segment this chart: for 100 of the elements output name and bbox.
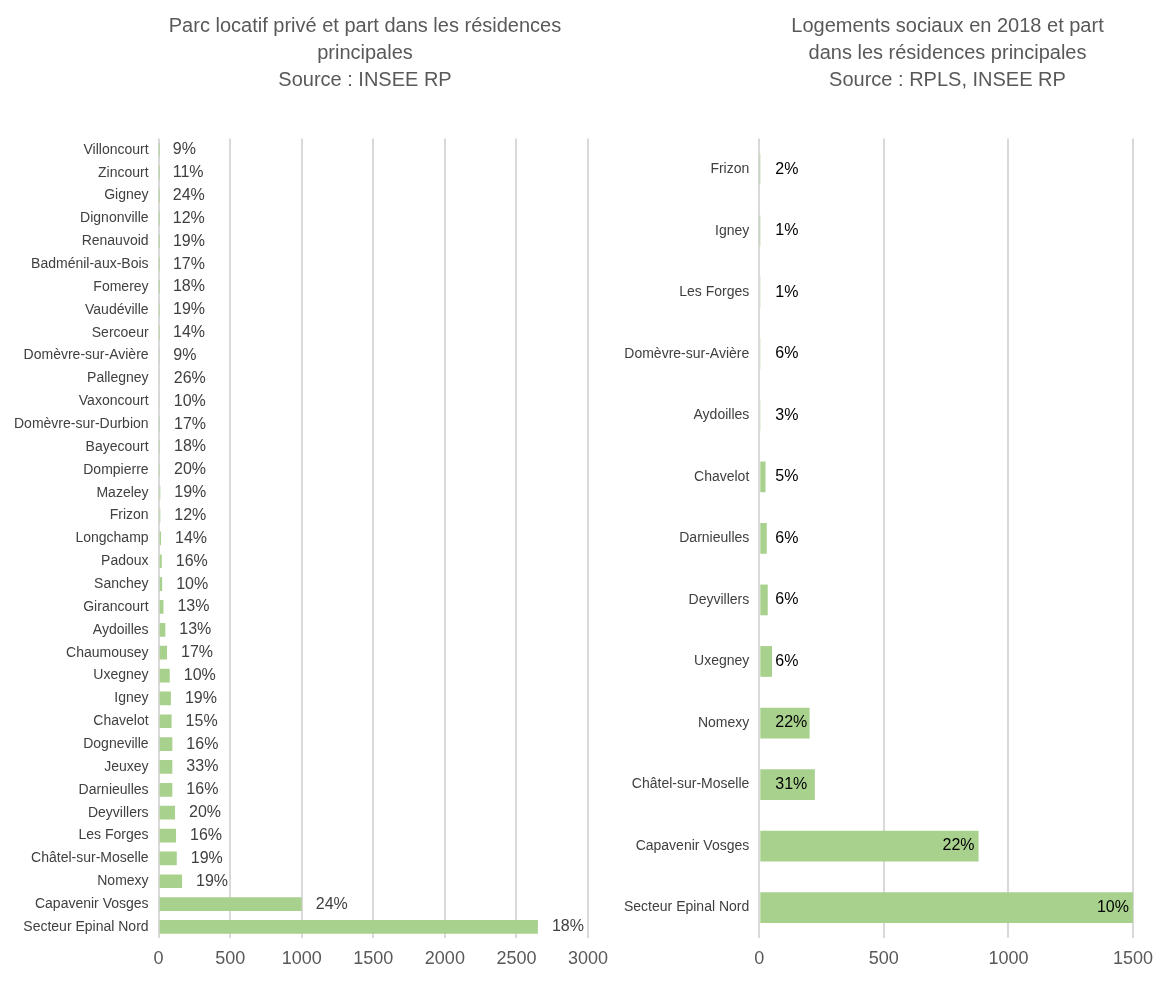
y-tick-label: Sanchey bbox=[94, 574, 149, 591]
y-tick-label: Jeuxey bbox=[104, 757, 149, 774]
annotation: 6% bbox=[775, 344, 799, 362]
annotation: 24% bbox=[315, 894, 348, 912]
annotation: 12% bbox=[172, 208, 205, 226]
y-tick-label: Secteur Epinal Nord bbox=[23, 917, 149, 934]
bar bbox=[159, 851, 177, 866]
bar bbox=[159, 737, 173, 751]
y-tick-label: Châtel-sur-Moselle bbox=[31, 849, 149, 866]
y-tick-label: Frizon bbox=[710, 160, 750, 177]
y-tick-label: Capavenir Vosges bbox=[34, 894, 149, 911]
y-tick-label: Aydoilles bbox=[92, 620, 149, 637]
bar bbox=[760, 830, 979, 862]
annotation: 19% bbox=[190, 848, 223, 866]
y-tick-label: Girancourt bbox=[83, 597, 149, 614]
x-tick-label: 1500 bbox=[353, 948, 394, 969]
annotation: 15% bbox=[185, 711, 218, 729]
y-tick-label: Zincourt bbox=[98, 163, 149, 180]
bar bbox=[760, 646, 772, 677]
annotation: 22% bbox=[775, 713, 808, 731]
bar bbox=[760, 523, 767, 554]
annotation: 17% bbox=[181, 643, 214, 661]
y-tick-label: Darnieulles bbox=[679, 529, 750, 546]
y-tick-label: Mazeley bbox=[96, 483, 149, 500]
y-tick-label: Igney bbox=[114, 689, 149, 706]
bar bbox=[159, 714, 172, 729]
annotation: 2% bbox=[775, 159, 799, 177]
annotation: 6% bbox=[775, 528, 799, 546]
x-tick-label: 500 bbox=[868, 948, 899, 969]
annotation: 12% bbox=[174, 505, 207, 523]
bar bbox=[159, 760, 173, 774]
y-tick-label: Dogneville bbox=[83, 734, 149, 751]
bar bbox=[159, 920, 538, 934]
y-tick-label: Longchamp bbox=[75, 529, 149, 546]
annotation: 16% bbox=[186, 734, 219, 752]
bar bbox=[159, 782, 173, 797]
y-tick-label: Pallegney bbox=[87, 369, 149, 386]
annotation: 26% bbox=[173, 368, 206, 386]
bar bbox=[159, 897, 302, 911]
annotation: 19% bbox=[174, 483, 207, 501]
annotation: 13% bbox=[177, 597, 210, 615]
bar bbox=[159, 691, 171, 706]
annotation: 1% bbox=[775, 282, 799, 300]
bar bbox=[760, 892, 1133, 924]
annotation: 14% bbox=[175, 528, 208, 546]
annotation: 18% bbox=[172, 277, 205, 295]
x-tick-label: 3000 bbox=[567, 948, 609, 969]
annotation: 19% bbox=[173, 300, 206, 318]
y-tick-label: Chavelot bbox=[694, 467, 750, 484]
y-tick-label: Padoux bbox=[101, 552, 149, 569]
chart-title: Parc locatif privé et part dans les résidences principales bbox=[167, 13, 563, 65]
y-tick-label: Villoncourt bbox=[83, 140, 149, 157]
annotation: 10% bbox=[176, 574, 209, 592]
annotation: 6% bbox=[775, 590, 799, 608]
annotation: 16% bbox=[186, 780, 219, 798]
y-tick-label: Domèvre-sur-Avière bbox=[23, 346, 149, 363]
source-note: Source : RPLS, INSEE RP bbox=[828, 67, 1067, 92]
annotation: 10% bbox=[1096, 898, 1129, 916]
y-tick-label: Fomerey bbox=[93, 277, 149, 294]
source-note: Source : INSEE RP bbox=[277, 67, 453, 92]
annotation: 22% bbox=[942, 836, 975, 854]
annotation: 19% bbox=[172, 231, 205, 249]
annotation: 33% bbox=[186, 757, 219, 775]
y-tick-label: Uxegney bbox=[694, 652, 750, 669]
annotation: 11% bbox=[172, 163, 204, 181]
annotation: 10% bbox=[183, 665, 216, 683]
bar bbox=[159, 645, 168, 660]
y-tick-label: Deyvillers bbox=[87, 803, 149, 820]
y-tick-label: Chavelot bbox=[93, 712, 149, 729]
annotation: 9% bbox=[173, 345, 197, 363]
annotation: 19% bbox=[196, 871, 229, 889]
y-tick-label: Les Forges bbox=[78, 826, 149, 843]
bar bbox=[159, 668, 170, 683]
y-tick-label: Dignonville bbox=[80, 209, 149, 226]
y-tick-label: Nomexy bbox=[697, 713, 750, 730]
chart-title: Logements sociaux en 2018 et part dans les résidences principales bbox=[790, 13, 1105, 65]
y-tick-label: Châtel-sur-Moselle bbox=[631, 775, 750, 792]
bar bbox=[159, 805, 176, 820]
bar bbox=[159, 828, 177, 843]
y-tick-label: Badménil-aux-Bois bbox=[31, 254, 149, 271]
x-tick-label: 0 bbox=[153, 948, 164, 969]
annotation: 13% bbox=[179, 620, 212, 638]
y-tick-label: Les Forges bbox=[679, 283, 750, 300]
x-tick-label: 1000 bbox=[281, 948, 322, 969]
y-tick-label: Bayecourt bbox=[85, 437, 149, 454]
annotation: 17% bbox=[172, 254, 205, 272]
annotation: 24% bbox=[172, 185, 205, 203]
annotation: 10% bbox=[173, 391, 206, 409]
y-tick-label: Secteur Epinal Nord bbox=[623, 898, 750, 915]
annotation: 9% bbox=[172, 140, 196, 158]
x-tick-label: 1000 bbox=[988, 948, 1029, 969]
y-tick-label: Sercoeur bbox=[91, 323, 149, 340]
y-tick-label: Frizon bbox=[109, 506, 149, 523]
annotation: 16% bbox=[175, 551, 208, 569]
x-tick-label: 500 bbox=[215, 948, 246, 969]
bar bbox=[760, 584, 768, 616]
annotation: 18% bbox=[174, 437, 207, 455]
y-tick-label: Renauvoid bbox=[81, 232, 149, 249]
annotation: 20% bbox=[174, 460, 207, 478]
y-tick-label: Vaxoncourt bbox=[78, 392, 149, 409]
